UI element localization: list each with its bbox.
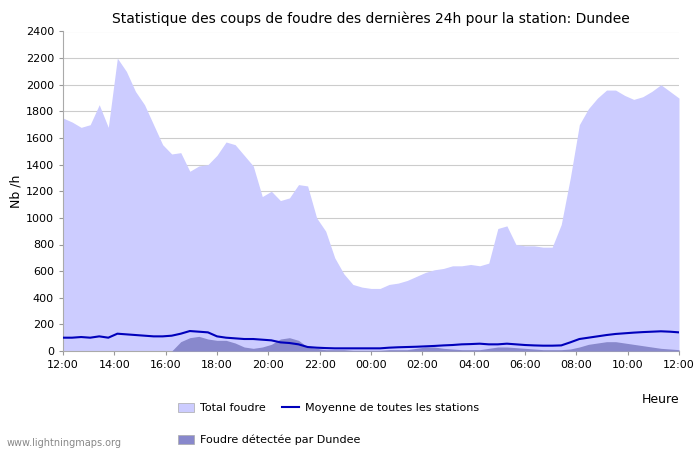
Text: Heure: Heure [641,392,679,405]
Legend: Foudre détectée par Dundee: Foudre détectée par Dundee [174,430,365,450]
Text: www.lightningmaps.org: www.lightningmaps.org [7,438,122,448]
Title: Statistique des coups de foudre des dernières 24h pour la station: Dundee: Statistique des coups de foudre des dern… [112,12,630,26]
Y-axis label: Nb /h: Nb /h [10,175,23,208]
